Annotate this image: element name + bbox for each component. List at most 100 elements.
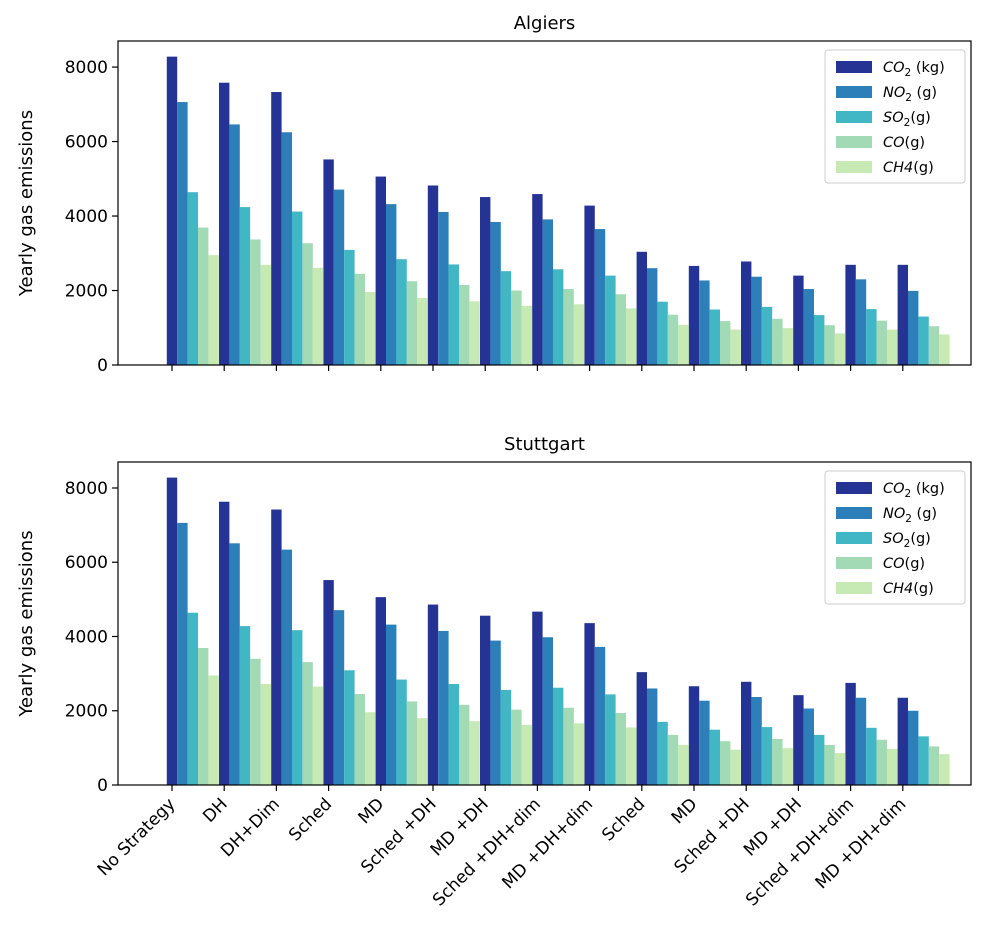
bar-no-8 — [542, 637, 553, 785]
bar-no-1 — [177, 102, 188, 365]
bar-so-10 — [657, 721, 668, 785]
bar-so-14 — [866, 309, 877, 365]
bar-so-13 — [814, 734, 825, 785]
bar-so-3 — [292, 211, 303, 365]
legend-entry: CO(g) — [883, 135, 925, 151]
bar-no-2 — [229, 124, 240, 366]
bar-co-8 — [532, 611, 543, 785]
bar-ch4-13 — [834, 753, 846, 785]
bar-co-1 — [198, 648, 209, 785]
bar-no-9 — [594, 229, 606, 365]
legend-swatch — [836, 61, 872, 73]
bar-co-13 — [824, 325, 835, 365]
bar-co-2 — [250, 658, 261, 785]
bar-no-5 — [386, 204, 397, 365]
bar-co-7 — [511, 290, 522, 365]
x-tick-label: MD +DH+dim — [498, 794, 597, 893]
bar-co-11 — [688, 265, 700, 365]
bar-so-8 — [553, 269, 564, 365]
bar-co-2 — [250, 239, 261, 365]
bar-so-1 — [187, 192, 198, 365]
bar-ch4-11 — [730, 749, 741, 785]
bar-ch4-13 — [834, 333, 846, 365]
bar-ch4-14 — [887, 329, 898, 365]
y-tick-label: 4000 — [65, 207, 108, 227]
bar-co-8 — [532, 194, 543, 365]
bar-ch4-6 — [469, 301, 480, 365]
bar-so-8 — [553, 687, 564, 785]
bar-no-12 — [751, 276, 762, 365]
bar-co-13 — [793, 275, 804, 365]
bar-ch4-2 — [260, 264, 271, 365]
bar-ch4-1 — [208, 255, 219, 365]
bar-co-7 — [511, 709, 522, 785]
bar-co-9 — [584, 623, 595, 785]
bar-so-15 — [918, 316, 929, 365]
y-tick-label: 2000 — [65, 702, 108, 722]
bar-so-12 — [761, 306, 773, 365]
bar-no-12 — [751, 697, 762, 785]
bar-so-7 — [500, 689, 512, 785]
bar-co-10 — [667, 314, 679, 365]
plot-frame — [117, 40, 972, 366]
bar-so-14 — [866, 727, 877, 785]
legend-entry: CO(g) — [883, 556, 925, 572]
bar-ch4-7 — [521, 305, 532, 365]
bar-co-6 — [427, 185, 439, 365]
bar-co-1 — [166, 56, 178, 365]
bar-co-14 — [876, 320, 887, 365]
bar-co-12 — [741, 681, 752, 785]
x-tick-label: MD — [668, 794, 702, 828]
legend-entry: CO2 (kg) — [883, 481, 945, 500]
bar-co-15 — [928, 326, 940, 365]
bar-co-5 — [406, 701, 418, 785]
bar-co-12 — [772, 318, 783, 365]
y-tick-label: 6000 — [65, 553, 108, 573]
y-tick-label: 8000 — [65, 58, 108, 78]
bar-co-12 — [772, 738, 783, 785]
bar-co-4 — [354, 694, 365, 785]
legend-entry: NO2 (g) — [883, 506, 937, 525]
plot-frame — [117, 461, 972, 786]
bar-co-7 — [480, 615, 491, 785]
bar-co-1 — [198, 227, 209, 365]
y-axis-label: Yearly gas emissions — [16, 530, 37, 717]
legend-swatch — [836, 161, 872, 173]
bar-co-5 — [375, 176, 386, 365]
x-tick-label: Sched — [598, 794, 649, 845]
bar-co-11 — [720, 321, 731, 365]
bar-no-3 — [281, 132, 292, 365]
bar-so-9 — [605, 694, 616, 785]
y-tick-label: 8000 — [65, 479, 108, 499]
bar-co-6 — [459, 704, 470, 785]
bar-co-11 — [720, 741, 731, 785]
bar-ch4-15 — [939, 754, 950, 785]
x-tick-label: No Strategy — [94, 794, 180, 880]
legend-entry: CH4(g) — [883, 160, 934, 176]
bar-co-4 — [323, 580, 334, 785]
bar-co-3 — [302, 662, 313, 785]
bar-ch4-2 — [260, 684, 271, 785]
bar-ch4-8 — [573, 723, 585, 785]
bar-no-7 — [490, 640, 501, 785]
bar-so-1 — [187, 612, 198, 785]
bar-ch4-8 — [573, 304, 585, 365]
legend-entry: CH4(g) — [883, 581, 934, 597]
bar-so-11 — [709, 729, 720, 785]
x-tick-label: MD +DH+dim — [812, 794, 911, 893]
bar-ch4-4 — [365, 712, 376, 785]
bar-no-4 — [333, 189, 345, 365]
bar-so-12 — [761, 727, 773, 785]
bar-so-15 — [918, 736, 929, 785]
y-tick-label: 6000 — [65, 133, 108, 153]
legend: CO2 (kg) NO2 (g) SO2(g) CO(g) CH4(g) — [824, 470, 966, 605]
chart-title: Stuttgart — [504, 434, 585, 455]
bar-no-6 — [438, 211, 449, 365]
bar-no-11 — [699, 700, 710, 785]
chart-title: Algiers — [514, 13, 576, 34]
bar-co-2 — [219, 82, 230, 366]
y-tick-label: 4000 — [65, 627, 108, 647]
bar-no-6 — [438, 630, 449, 785]
bar-ch4-1 — [208, 675, 219, 785]
